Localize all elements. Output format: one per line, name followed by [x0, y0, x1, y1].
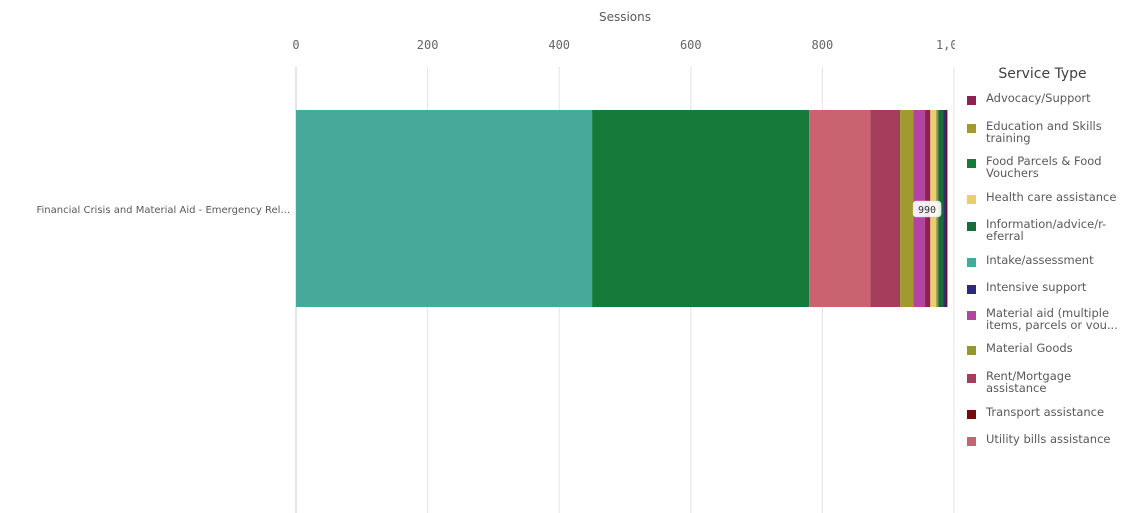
legend-label: Material aid (multiple items, parcels or…: [986, 305, 1118, 332]
x-tick-label: 200: [417, 38, 439, 52]
legend-items: Advocacy/Support Education and Skills tra…: [963, 92, 1127, 461]
bar-segment[interactable]: [592, 110, 810, 307]
legend-swatch: [967, 222, 976, 231]
legend-swatch: [967, 257, 976, 267]
legend-swatch: [967, 123, 976, 133]
legend-label: Rent/Mortgage assistance: [986, 369, 1072, 395]
bar-segment[interactable]: [943, 110, 946, 307]
legend-swatch: [967, 285, 976, 294]
chart-area: Sessions 0 200 400 600 800 1,000 Financial Cr…: [37, 10, 955, 513]
legend-label: Education and Skills training: [986, 118, 1102, 145]
x-tick-label: 400: [548, 38, 570, 52]
x-tick-label: 0: [292, 38, 299, 52]
legend-item[interactable]: Advocacy/Support: [963, 92, 1127, 120]
legend-label: Information/advice/r-eferral: [986, 217, 1107, 243]
legend-swatch: [967, 96, 976, 105]
x-tick-label: 800: [812, 38, 834, 52]
x-tick-label: 600: [680, 38, 702, 52]
legend-label: Health care assistance: [986, 189, 1117, 204]
legend-label: Utility bills assistance: [986, 432, 1111, 446]
legend-swatch: [967, 310, 976, 320]
legend-swatch: [967, 346, 976, 355]
bar-segment[interactable]: [296, 110, 593, 307]
legend-label: Advocacy/Support: [986, 91, 1091, 105]
x-axis-title: Sessions: [599, 10, 651, 24]
x-tick-labels: 0 200 400 600 800 1,000: [292, 38, 955, 52]
legend-item[interactable]: Material Goods: [963, 342, 1127, 370]
legend-item[interactable]: Transport assistance: [963, 406, 1127, 434]
legend-label: Intensive support: [986, 280, 1087, 294]
bar-segment[interactable]: [945, 110, 948, 307]
legend-item[interactable]: Information/advice/r-eferral: [963, 218, 1127, 254]
legend-label: Intake/assessment: [986, 252, 1094, 267]
legend-swatch: [967, 194, 976, 204]
legend-item[interactable]: Rent/Mortgage assistance: [963, 370, 1127, 406]
category-label: Financial Crisis and Material Aid - Emer…: [37, 205, 291, 216]
bar-segment[interactable]: [809, 110, 871, 307]
legend-item[interactable]: Health care assistance: [963, 191, 1127, 219]
total-value: 990: [918, 205, 936, 216]
x-tick-label: 1,000: [936, 38, 955, 52]
legend-label: Material Goods: [986, 341, 1073, 355]
legend-label: Transport assistance: [986, 404, 1105, 419]
legend-item[interactable]: Intensive support: [963, 281, 1127, 307]
legend-item[interactable]: Education and Skills training: [963, 120, 1127, 156]
legend-swatch: [967, 409, 976, 419]
legend-label: Food Parcels & Food Vouchers: [986, 154, 1102, 180]
legend-swatch: [967, 437, 976, 446]
total-label: 990: [912, 200, 942, 218]
legend-swatch: [967, 374, 976, 383]
stacked-bar[interactable]: [296, 110, 948, 307]
bar-segment[interactable]: [870, 110, 901, 307]
legend-item[interactable]: Material aid (multiple items, parcels or…: [963, 307, 1127, 343]
legend-swatch: [967, 159, 976, 168]
bar-segment[interactable]: [900, 110, 914, 307]
legend-item[interactable]: Food Parcels & Food Vouchers: [963, 155, 1127, 191]
legend-title: Service Type: [998, 66, 1087, 82]
legend: Service Type Advocacy/Support Education a…: [963, 66, 1127, 461]
legend-item[interactable]: Utility bills assistance: [963, 433, 1127, 461]
legend-item[interactable]: Intake/assessment: [963, 254, 1127, 282]
